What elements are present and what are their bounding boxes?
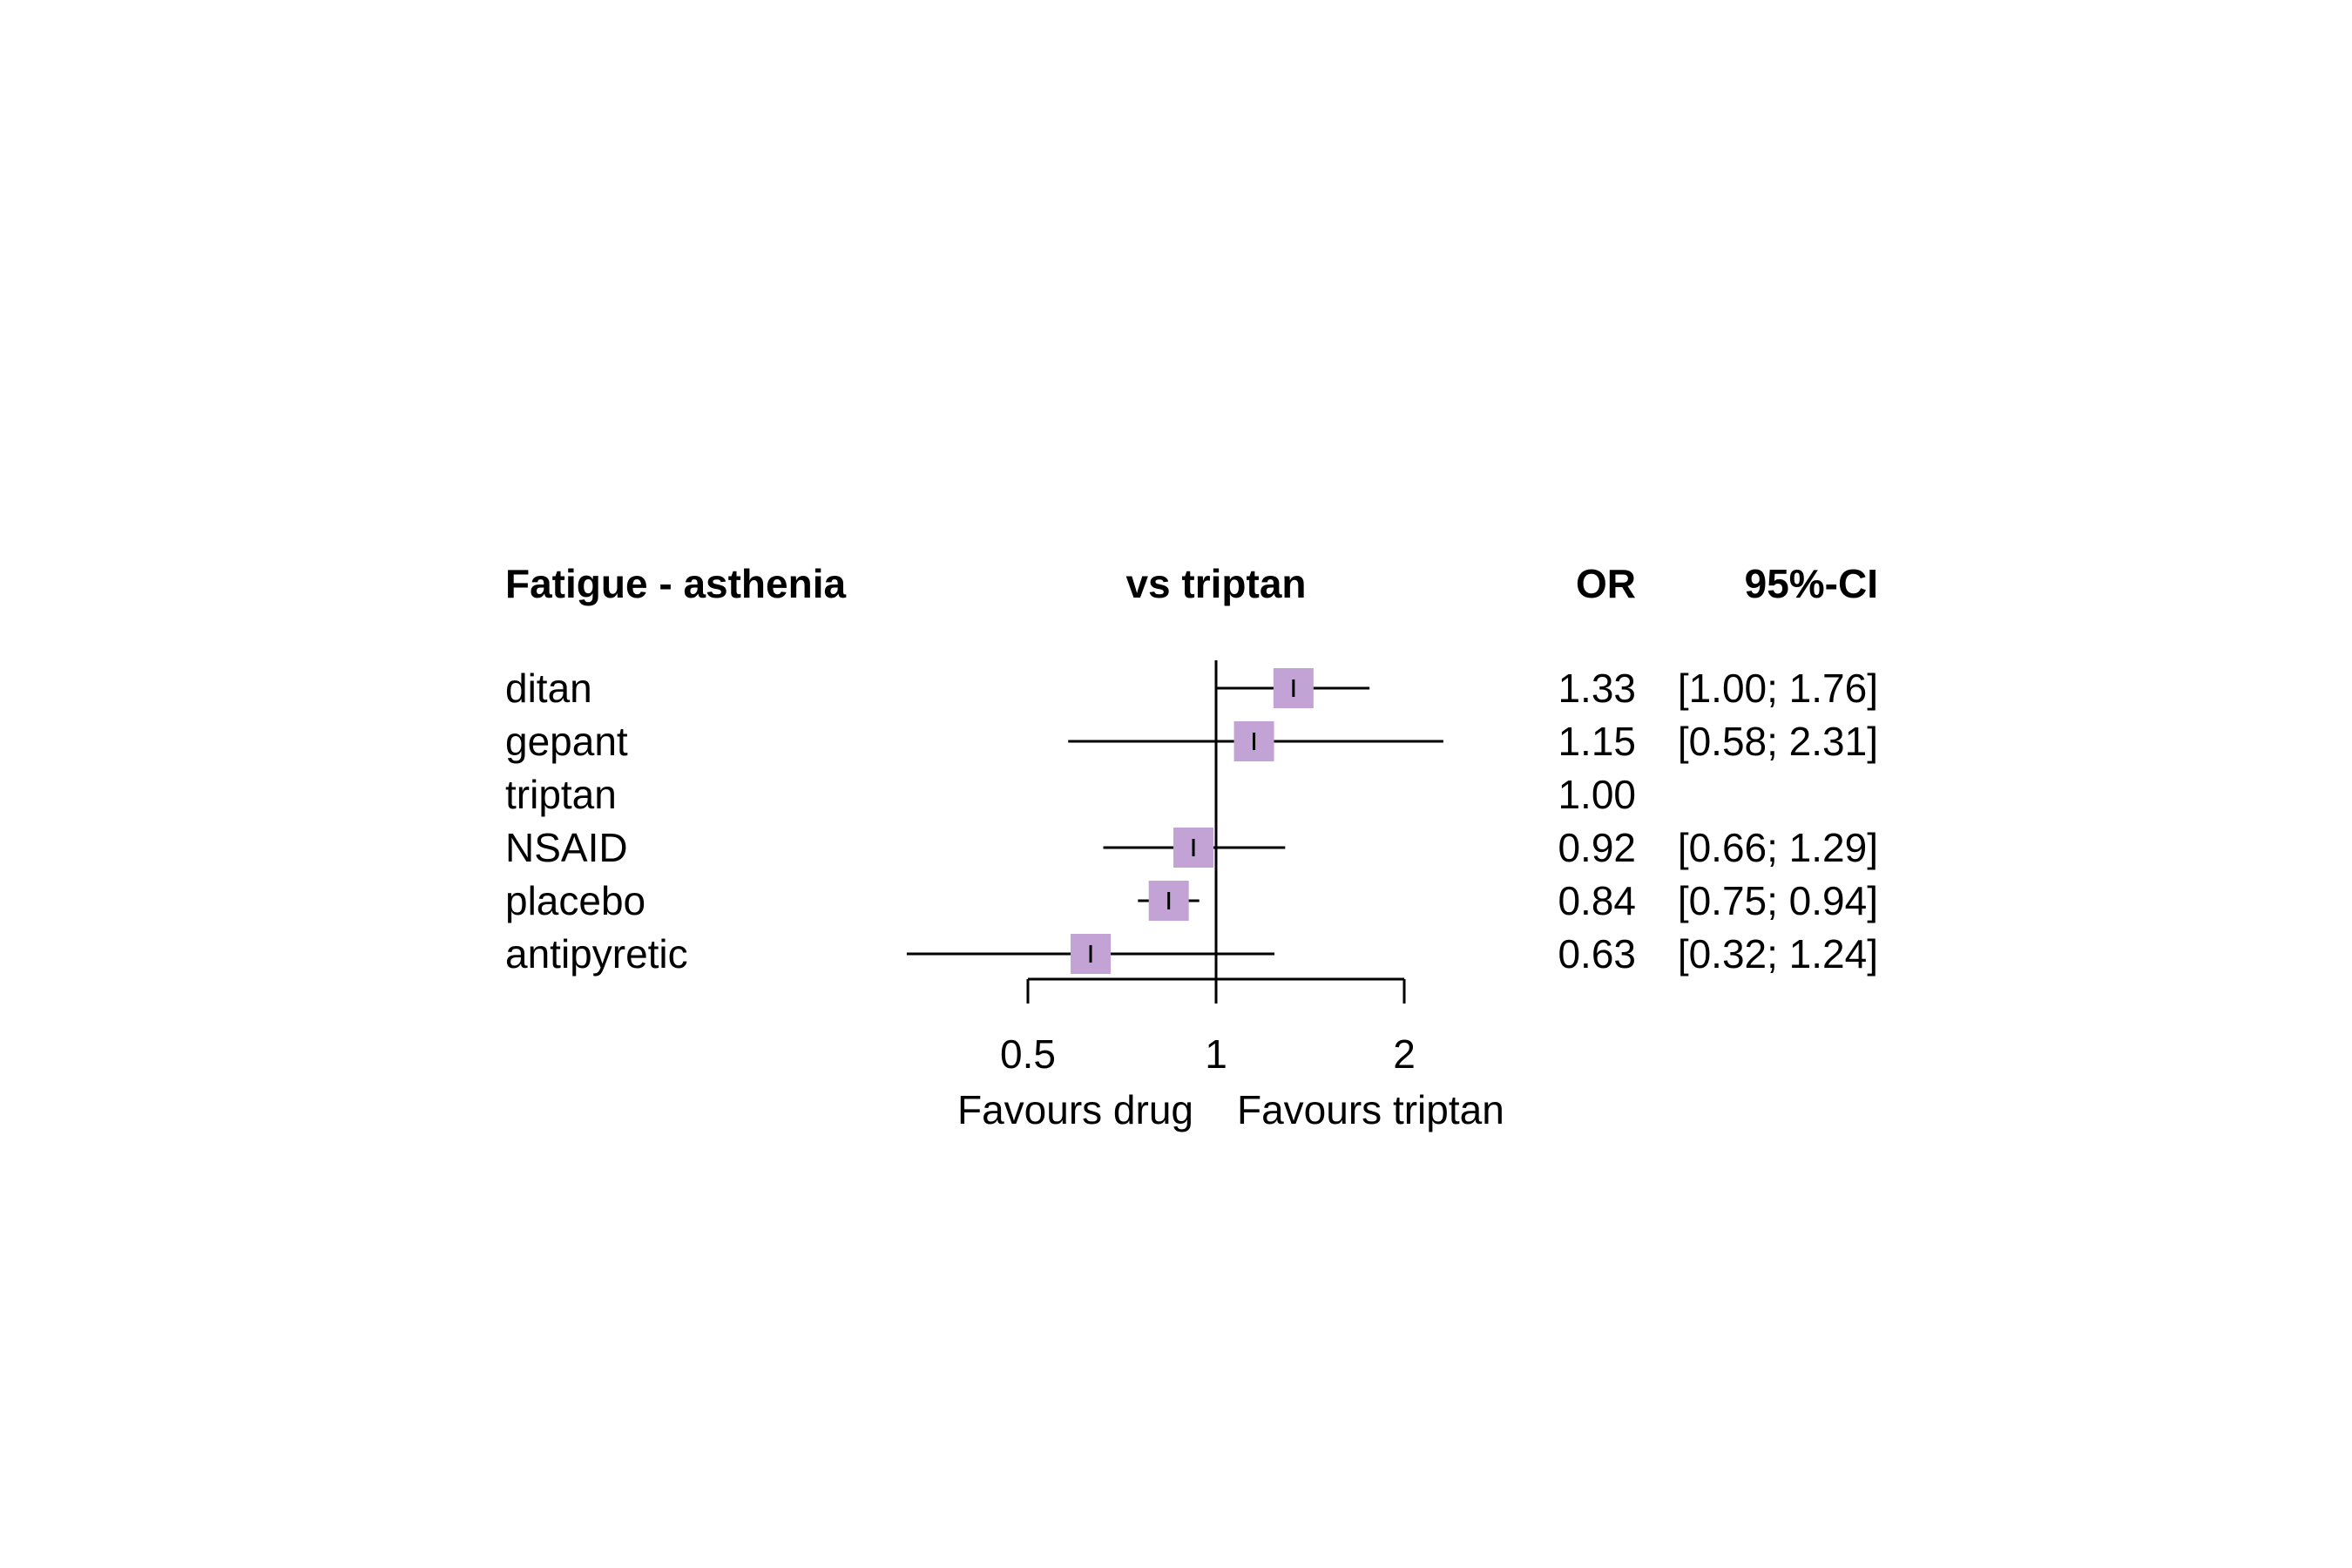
favours-drug-label: Favours drug xyxy=(957,1087,1193,1132)
forest-row: ditan 1.33 [1.00; 1.76] xyxy=(505,666,1878,711)
row-label: placebo xyxy=(505,878,645,923)
ci-column-header: 95%-CI xyxy=(1745,561,1878,606)
chart-title: Fatigue - asthenia xyxy=(505,561,846,606)
x-tick-label: 1 xyxy=(1205,1031,1227,1077)
row-label: ditan xyxy=(505,666,592,711)
or-column-header: OR xyxy=(1576,561,1636,606)
x-axis: 0.5 1 2 xyxy=(1000,977,1416,1077)
or-value: 0.92 xyxy=(1558,825,1636,870)
ci-value: [0.32; 1.24] xyxy=(1678,931,1878,977)
rows-layer: ditan 1.33 [1.00; 1.76] gepant 1.15 [0.58; 2.… xyxy=(505,660,1878,982)
forest-row: antipyretic 0.63 [0.32; 1.24] xyxy=(505,931,1878,977)
row-label: antipyretic xyxy=(505,931,688,977)
forest-row: NSAID 0.92 [0.66; 1.29] xyxy=(505,825,1878,870)
or-value: 0.84 xyxy=(1558,878,1636,923)
plot-column-header: vs triptan xyxy=(1125,561,1306,606)
x-tick-label: 0.5 xyxy=(1000,1031,1056,1077)
or-value: 0.63 xyxy=(1558,931,1636,977)
ci-value: [0.75; 0.94] xyxy=(1678,878,1878,923)
or-value: 1.00 xyxy=(1558,772,1636,817)
or-value: 1.33 xyxy=(1558,666,1636,711)
or-value: 1.15 xyxy=(1558,719,1636,764)
ci-value: [0.58; 2.31] xyxy=(1678,719,1878,764)
forest-row: gepant 1.15 [0.58; 2.31] xyxy=(505,719,1878,764)
row-label: NSAID xyxy=(505,825,628,870)
ci-value: [1.00; 1.76] xyxy=(1678,666,1878,711)
forest-row: placebo 0.84 [0.75; 0.94] xyxy=(505,878,1878,923)
row-label: gepant xyxy=(505,719,628,764)
favours-triptan-label: Favours triptan xyxy=(1237,1087,1504,1132)
forest-row: triptan 1.00 xyxy=(505,772,1636,817)
x-tick-label: 2 xyxy=(1393,1031,1416,1077)
row-label: triptan xyxy=(505,772,617,817)
ci-value: [0.66; 1.29] xyxy=(1678,825,1878,870)
